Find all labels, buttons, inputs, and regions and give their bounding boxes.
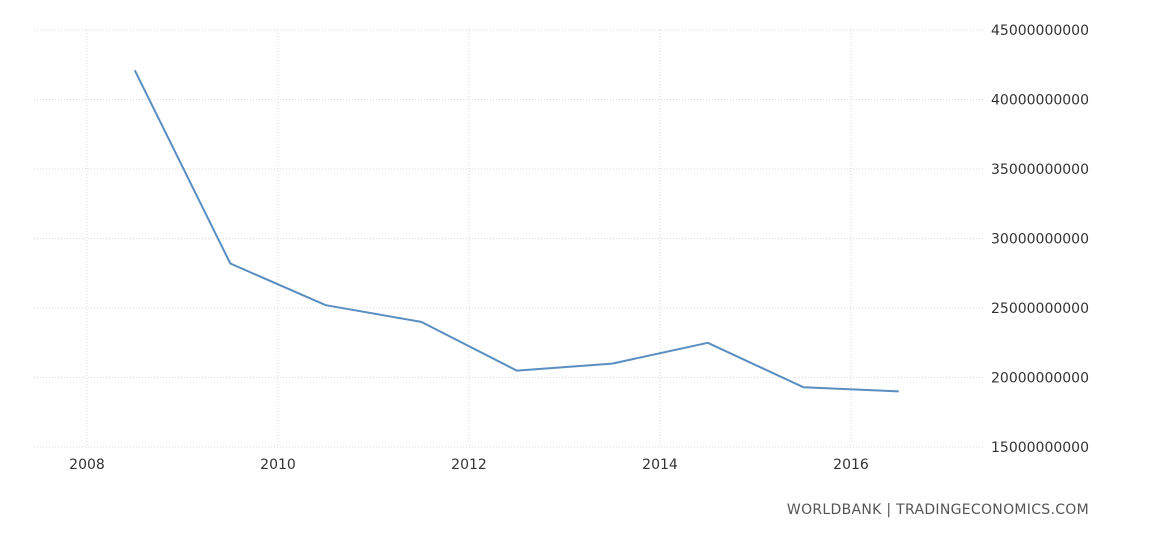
y-tick-label: 35000000000 xyxy=(991,162,1089,178)
x-tick-label: 2008 xyxy=(69,457,105,473)
x-tick-label: 2012 xyxy=(451,457,487,473)
x-tick-label: 2010 xyxy=(260,457,296,473)
series-layer xyxy=(133,69,899,393)
y-axis-ticks: 15000000000 20000000000 25000000000 3000000… xyxy=(991,23,1089,456)
y-tick-label: 40000000000 xyxy=(991,93,1089,109)
series-line xyxy=(133,69,899,393)
y-tick-label: 15000000000 xyxy=(991,440,1089,456)
y-tick-label: 25000000000 xyxy=(991,301,1089,317)
y-tick-label: 20000000000 xyxy=(991,371,1089,387)
x-tick-label: 2014 xyxy=(642,457,678,473)
source-attribution: WORLDBANK | TRADINGECONOMICS.COM xyxy=(786,502,1089,518)
x-axis-ticks: 2008 2010 2012 2014 2016 xyxy=(69,457,869,473)
horizontal-grid xyxy=(34,29,985,448)
y-tick-label: 45000000000 xyxy=(991,23,1089,39)
x-tick-label: 2016 xyxy=(833,457,869,473)
y-tick-label: 30000000000 xyxy=(991,232,1089,248)
